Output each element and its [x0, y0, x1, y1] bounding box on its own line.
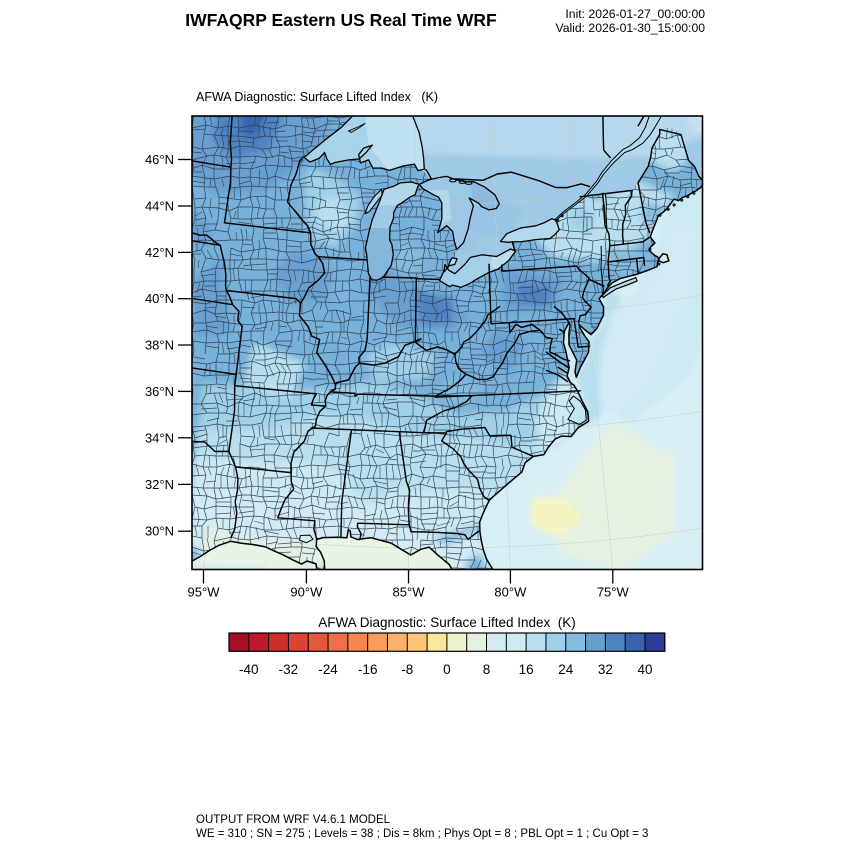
svg-text:-32: -32 [279, 662, 299, 677]
svg-text:WE = 310 ; SN = 275 ; Levels =: WE = 310 ; SN = 275 ; Levels = 38 ; Dis … [196, 828, 648, 840]
svg-text:-40: -40 [239, 662, 259, 677]
svg-text:38°N: 38°N [145, 338, 174, 353]
svg-text:44°N: 44°N [145, 199, 174, 214]
svg-text:OUTPUT FROM WRF V4.6.1 MODEL: OUTPUT FROM WRF V4.6.1 MODEL [196, 814, 391, 826]
svg-text:95°W: 95°W [188, 585, 221, 600]
svg-text:34°N: 34°N [145, 430, 174, 445]
svg-text:42°N: 42°N [145, 245, 174, 260]
svg-text:-24: -24 [318, 662, 338, 677]
svg-text:0: 0 [443, 662, 451, 677]
svg-text:46°N: 46°N [145, 152, 174, 167]
svg-text:-8: -8 [401, 662, 413, 677]
svg-text:40°N: 40°N [145, 291, 174, 306]
svg-text:80°W: 80°W [494, 585, 527, 600]
svg-text:32°N: 32°N [145, 477, 174, 492]
svg-text:IWFAQRP Eastern US Real Time W: IWFAQRP Eastern US Real Time WRF [185, 10, 497, 30]
svg-text:40: 40 [637, 662, 652, 677]
svg-text:85°W: 85°W [393, 585, 426, 600]
svg-text:8: 8 [483, 662, 491, 677]
svg-text:32: 32 [598, 662, 613, 677]
svg-text:Valid: 2026-01-30_15:00:00: Valid: 2026-01-30_15:00:00 [555, 21, 705, 35]
svg-text:Init: 2026-01-27_00:00:00: Init: 2026-01-27_00:00:00 [565, 7, 705, 21]
svg-text:-16: -16 [358, 662, 378, 677]
svg-text:AFWA Diagnostic: Surface Lifte: AFWA Diagnostic: Surface Lifted Index (K… [196, 90, 438, 104]
svg-text:90°W: 90°W [290, 585, 323, 600]
svg-text:30°N: 30°N [145, 524, 174, 539]
svg-text:24: 24 [558, 662, 574, 677]
svg-text:75°W: 75°W [597, 585, 630, 600]
svg-text:36°N: 36°N [145, 384, 174, 399]
svg-text:AFWA Diagnostic: Surface Lifte: AFWA Diagnostic: Surface Lifted Index (K… [318, 615, 576, 630]
svg-text:16: 16 [519, 662, 534, 677]
